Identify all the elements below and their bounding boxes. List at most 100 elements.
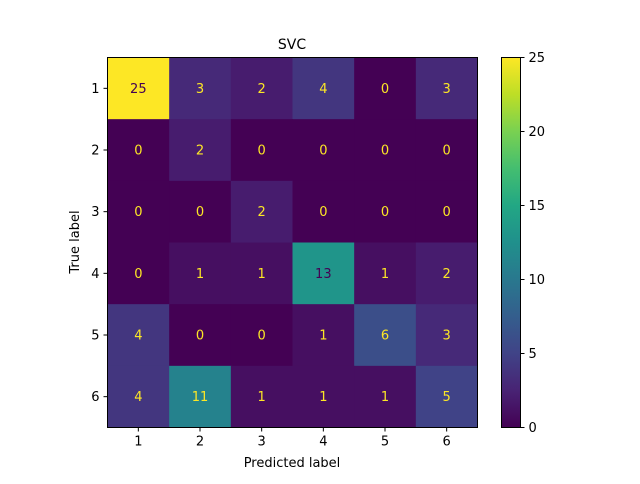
- colorbar-tick-label: 15: [529, 199, 546, 214]
- colorbar-tick-label: 0: [529, 421, 537, 436]
- cell-value-label: 4: [134, 390, 142, 405]
- y-tick-label: 1: [91, 82, 99, 97]
- heatmap-cell: [292, 304, 355, 367]
- cell-value-label: 0: [381, 205, 389, 220]
- y-tick-label: 2: [91, 144, 99, 159]
- heatmap-cell: [415, 180, 478, 243]
- heatmap-cell: [354, 180, 417, 243]
- x-tick-label: 3: [258, 435, 266, 450]
- y-tick-label: 6: [91, 390, 99, 405]
- heatmap-cell: [292, 365, 355, 428]
- heatmap-cell: [169, 242, 232, 305]
- cell-value-label: 2: [443, 267, 451, 282]
- cell-value-label: 0: [443, 205, 451, 220]
- heatmap-cell: [107, 119, 170, 182]
- colorbar-tick-label: 10: [529, 273, 546, 288]
- colorbar-ticks: 0 5 10 15 20 25: [520, 51, 546, 436]
- cell-value-label: 1: [196, 267, 204, 282]
- cell-value-label: 3: [443, 329, 451, 344]
- heatmap-cell: [415, 57, 478, 120]
- heatmap-cell: [354, 242, 417, 305]
- x-tick-label: 2: [196, 435, 204, 450]
- y-axis-ticks: 1 2 3 4 5 6: [91, 82, 108, 405]
- cell-value-label: 0: [319, 144, 327, 159]
- cell-value-label: 0: [134, 144, 142, 159]
- x-axis-label: Predicted label: [244, 456, 341, 471]
- heatmap-cell: [230, 365, 293, 428]
- colorbar: [501, 57, 521, 428]
- heatmap-cell: [169, 180, 232, 243]
- heatmap-cell: [415, 365, 478, 428]
- heatmap-cell: [169, 304, 232, 367]
- heatmap-cell: [107, 304, 170, 367]
- cell-value-label: 0: [443, 144, 451, 159]
- heatmap-cell: [230, 304, 293, 367]
- cell-annotations: 25 3 2 4 0 30 2 0 0 0 00 0 2 0 0 00 1 1 13 1 24 0 0 1 6 34 11 1 1 1 5: [130, 82, 451, 405]
- cell-value-label: 25: [130, 82, 147, 97]
- x-tick-label: 6: [443, 435, 451, 450]
- heatmap-cell: [169, 57, 232, 120]
- heatmap-cells: [107, 57, 478, 428]
- cell-value-label: 0: [196, 205, 204, 220]
- cell-value-label: 0: [258, 144, 266, 159]
- x-tick-label: 4: [319, 435, 327, 450]
- heatmap-cell: [107, 57, 170, 120]
- cell-value-label: 5: [443, 390, 451, 405]
- cell-value-label: 11: [192, 390, 209, 405]
- y-axis-label: True label: [68, 210, 83, 274]
- heatmap-cell: [292, 119, 355, 182]
- heatmap-cell: [354, 57, 417, 120]
- y-tick-label: 4: [91, 267, 99, 282]
- heatmap-cell: [292, 242, 355, 305]
- cell-value-label: 3: [443, 82, 451, 97]
- heatmap-cell: [230, 57, 293, 120]
- heatmap-cell: [107, 180, 170, 243]
- cell-value-label: 0: [134, 267, 142, 282]
- cell-value-label: 4: [319, 82, 327, 97]
- cell-value-label: 1: [319, 329, 327, 344]
- x-tick-label: 1: [134, 435, 142, 450]
- colorbar-tick-label: 20: [529, 125, 546, 140]
- heatmap-cell: [292, 57, 355, 120]
- plot-frame: [107, 57, 478, 428]
- heatmap-cell: [292, 180, 355, 243]
- heatmap-cell: [354, 304, 417, 367]
- cell-value-label: 1: [258, 390, 266, 405]
- heatmap-cell: [415, 304, 478, 367]
- cell-value-label: 0: [319, 205, 327, 220]
- y-tick-label: 5: [91, 329, 99, 344]
- cell-value-label: 0: [134, 205, 142, 220]
- cell-value-label: 1: [381, 390, 389, 405]
- cell-value-label: 0: [196, 329, 204, 344]
- y-tick-label: 3: [91, 205, 99, 220]
- cell-value-label: 4: [134, 329, 142, 344]
- cell-value-label: 1: [258, 267, 266, 282]
- heatmap-cell: [169, 119, 232, 182]
- heatmap-cell: [107, 365, 170, 428]
- cell-value-label: 0: [381, 82, 389, 97]
- heatmap-cell: [415, 119, 478, 182]
- cell-value-label: 13: [315, 267, 332, 282]
- heatmap-cell: [230, 180, 293, 243]
- cell-value-label: 6: [381, 329, 389, 344]
- cell-value-label: 0: [381, 144, 389, 159]
- heatmap-cell: [107, 242, 170, 305]
- x-axis-ticks: 1 2 3 4 5 6: [134, 427, 451, 450]
- cell-value-label: 2: [196, 144, 204, 159]
- colorbar-tick-label: 25: [529, 51, 546, 66]
- cell-value-label: 1: [381, 267, 389, 282]
- cell-value-label: 2: [258, 82, 266, 97]
- heatmap-cell: [169, 365, 232, 428]
- colorbar-tick-label: 5: [529, 347, 537, 362]
- cell-value-label: 3: [196, 82, 204, 97]
- cell-value-label: 0: [258, 329, 266, 344]
- heatmap-cell: [354, 119, 417, 182]
- x-tick-label: 5: [381, 435, 389, 450]
- heatmap-cell: [230, 242, 293, 305]
- heatmap-cell: [230, 119, 293, 182]
- cell-value-label: 1: [319, 390, 327, 405]
- chart-title: SVC: [278, 37, 306, 53]
- cell-value-label: 2: [258, 205, 266, 220]
